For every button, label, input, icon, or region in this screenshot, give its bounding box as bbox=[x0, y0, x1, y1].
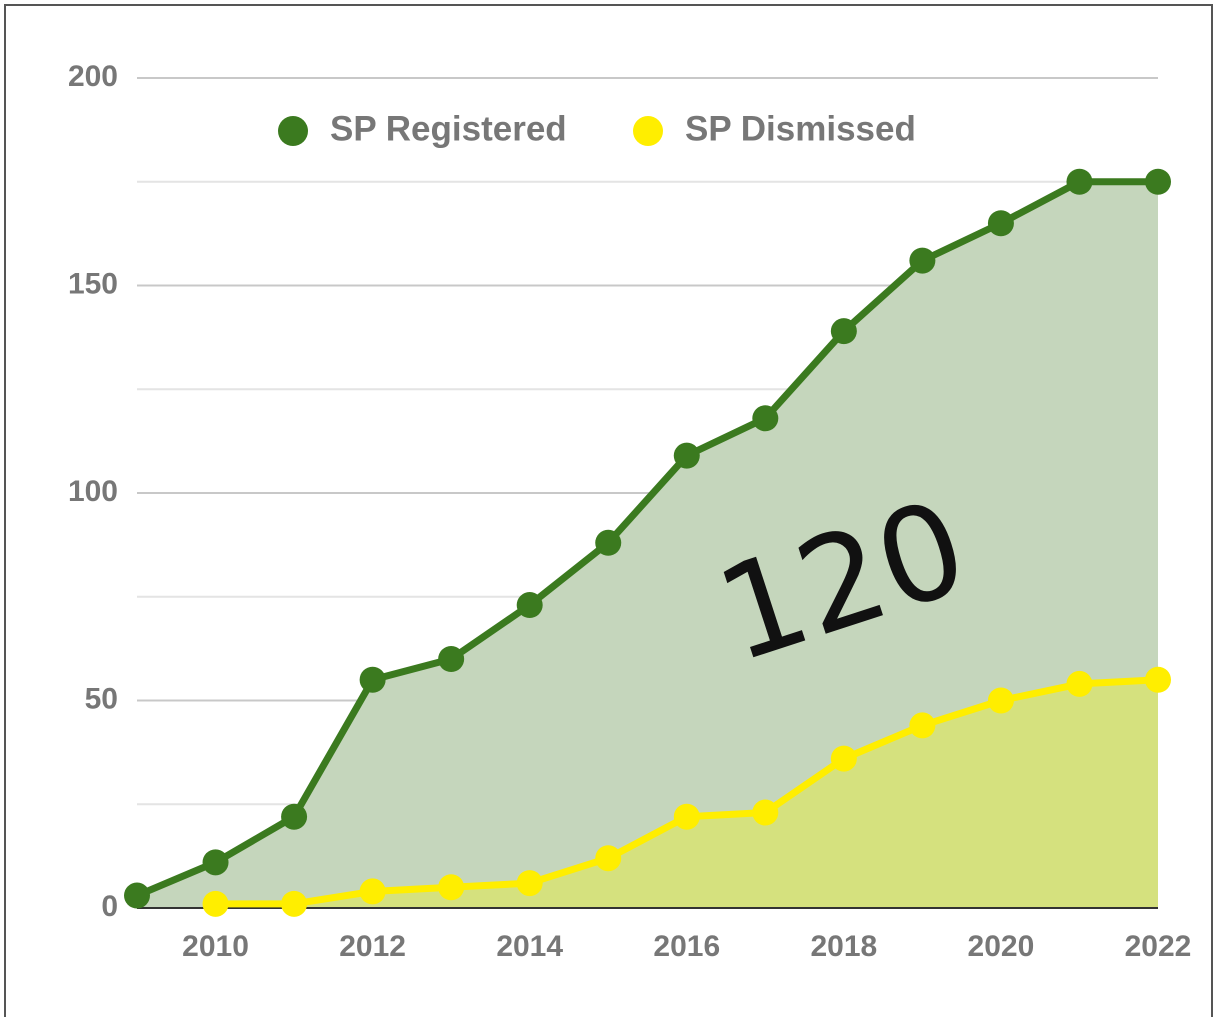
point bbox=[359, 666, 386, 693]
legend-marker bbox=[633, 116, 663, 146]
y-tick-label: 50 bbox=[85, 682, 118, 715]
point bbox=[1066, 168, 1093, 195]
point bbox=[830, 318, 857, 345]
point bbox=[516, 870, 543, 897]
point bbox=[124, 882, 150, 909]
point bbox=[987, 687, 1014, 714]
point bbox=[595, 845, 622, 872]
point bbox=[752, 799, 779, 826]
point bbox=[830, 745, 857, 772]
y-tick-label: 100 bbox=[68, 475, 118, 508]
point bbox=[438, 874, 465, 901]
x-tick-label: 2012 bbox=[339, 930, 406, 963]
point bbox=[359, 878, 386, 905]
point bbox=[202, 890, 229, 917]
y-tick-label: 0 bbox=[101, 890, 118, 923]
legend-label: SP Registered bbox=[330, 109, 567, 148]
x-tick-label: 2022 bbox=[1125, 930, 1192, 963]
point bbox=[673, 803, 700, 830]
area bbox=[137, 181, 1158, 908]
point bbox=[1066, 670, 1093, 697]
point bbox=[281, 890, 308, 917]
point bbox=[987, 210, 1014, 237]
point bbox=[202, 849, 229, 876]
legend-label: SP Dismissed bbox=[685, 109, 916, 148]
point bbox=[438, 646, 465, 672]
point bbox=[516, 592, 543, 619]
x-tick-label: 2010 bbox=[182, 930, 249, 963]
x-tick-label: 2016 bbox=[653, 930, 720, 963]
point bbox=[281, 803, 308, 830]
point bbox=[1145, 168, 1171, 195]
y-tick-label: 150 bbox=[68, 267, 118, 300]
series-line bbox=[135, 178, 1158, 899]
point bbox=[909, 247, 936, 274]
point bbox=[673, 442, 700, 469]
x-tick-label: 2018 bbox=[810, 930, 877, 963]
legend-marker bbox=[278, 116, 308, 146]
point bbox=[909, 712, 936, 739]
point bbox=[752, 405, 779, 432]
x-tick-label: 2014 bbox=[496, 930, 563, 963]
point bbox=[595, 529, 622, 556]
frame bbox=[4, 4, 1213, 1017]
point bbox=[1145, 666, 1171, 693]
x-tick-label: 2020 bbox=[968, 930, 1035, 963]
y-tick-label: 200 bbox=[68, 60, 118, 93]
